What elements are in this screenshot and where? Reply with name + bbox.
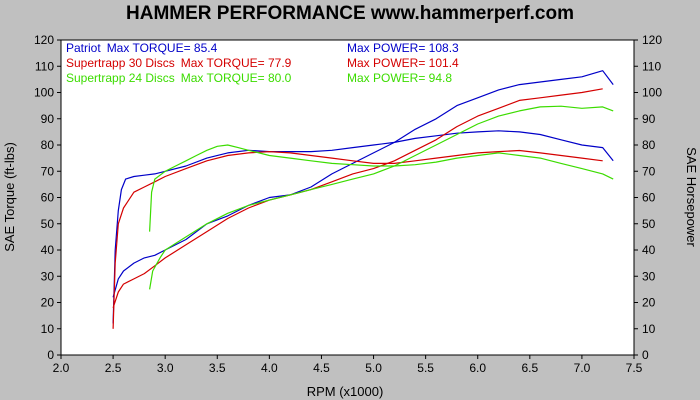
series-lines: [112, 70, 614, 329]
x-tick-label: 2.0: [53, 361, 70, 375]
x-tick-label: 7.0: [574, 361, 591, 375]
series-1-power-line: [112, 70, 614, 298]
y-tick-label-left: 90: [41, 112, 55, 126]
y-tick-label-right: 40: [642, 243, 656, 257]
legend-max-torque: Max TORQUE= 85.4: [107, 41, 218, 55]
legend-max-torque: Max TORQUE= 80.0: [181, 71, 292, 85]
series-3-torque-line: [149, 144, 614, 232]
x-tick-label: 7.5: [626, 361, 643, 375]
x-tick-label: 5.5: [417, 361, 434, 375]
y-tick-label-right: 100: [642, 86, 662, 100]
plot-area: [60, 39, 635, 356]
legend-series-name: Supertrapp 24 Discs: [66, 71, 175, 85]
y-tick-label-left: 110: [35, 59, 54, 73]
y-tick-label-right: 0: [642, 348, 649, 362]
y-tick-label-left: 10: [41, 322, 55, 336]
y-tick-label-right: 30: [642, 269, 656, 283]
x-tick-label: 4.5: [313, 361, 330, 375]
y-tick-label-right: 70: [642, 164, 656, 178]
y-tick-label-left: 100: [34, 86, 54, 100]
y-tick-label-left: 0: [47, 348, 54, 362]
x-tick-label: 3.5: [209, 361, 226, 375]
x-tick-label: 6.5: [521, 361, 538, 375]
legend-series-name: Patriot: [66, 41, 101, 55]
y-tick-label-left: 50: [41, 217, 55, 231]
axis-ticks: 2.0 2.5 3.0 3.5 4.0 4.5 5.0 5.5 6.0 6.5 7.0 7.50 010…: [34, 33, 662, 375]
y-tick-label-right: 10: [642, 322, 656, 336]
x-tick-label: 4.0: [261, 361, 278, 375]
legend: Patriot Max TORQUE= 85.4 Max POWER= 108.3 S…: [66, 41, 459, 85]
x-tick-label: 5.0: [365, 361, 382, 375]
y-tick-label-right: 50: [642, 217, 656, 231]
series-1-torque-line: [112, 130, 614, 324]
y-tick-label-left: 70: [41, 164, 55, 178]
legend-torque-entry: Patriot Max TORQUE= 85.4: [66, 41, 218, 55]
legend-max-power: Max POWER= 101.4: [347, 56, 459, 70]
legend-max-power: Max POWER= 94.8: [347, 71, 452, 85]
chart-title: HAMMER PERFORMANCE www.hammerperf.com: [126, 3, 574, 24]
y-tick-label-left: 20: [41, 296, 55, 310]
y-tick-label-left: 30: [41, 269, 55, 283]
y-tick-label-right: 80: [642, 138, 656, 152]
y-tick-label-left: 80: [41, 138, 55, 152]
y-axis-right-title: SAE Horsepower: [684, 147, 699, 247]
series-2-power-line: [112, 88, 603, 308]
legend-max-power: Max POWER= 108.3: [347, 41, 459, 55]
series-2-torque-line: [112, 149, 603, 329]
y-tick-label-right: 60: [642, 191, 656, 205]
series-3-power-line: [149, 105, 614, 290]
legend-torque-entry: Supertrapp 24 Discs Max TORQUE= 80.0: [66, 71, 292, 85]
y-tick-label-right: 90: [642, 112, 656, 126]
x-tick-label: 3.0: [157, 361, 174, 375]
y-axis-left-title: SAE Torque (ft-lbs): [2, 142, 17, 252]
y-tick-label-right: 20: [642, 296, 656, 310]
legend-max-torque: Max TORQUE= 77.9: [181, 56, 292, 70]
y-tick-label-left: 60: [41, 191, 55, 205]
y-tick-label-right: 110: [642, 59, 661, 73]
x-tick-label: 2.5: [105, 361, 122, 375]
y-tick-label-left: 40: [41, 243, 55, 257]
x-axis-title: RPM (x1000): [307, 384, 384, 399]
y-tick-label-left: 120: [34, 33, 54, 47]
y-tick-label-right: 120: [642, 33, 662, 47]
legend-torque-entry: Supertrapp 30 Discs Max TORQUE= 77.9: [66, 56, 292, 70]
legend-series-name: Supertrapp 30 Discs: [66, 56, 175, 70]
x-tick-label: 6.0: [469, 361, 486, 375]
